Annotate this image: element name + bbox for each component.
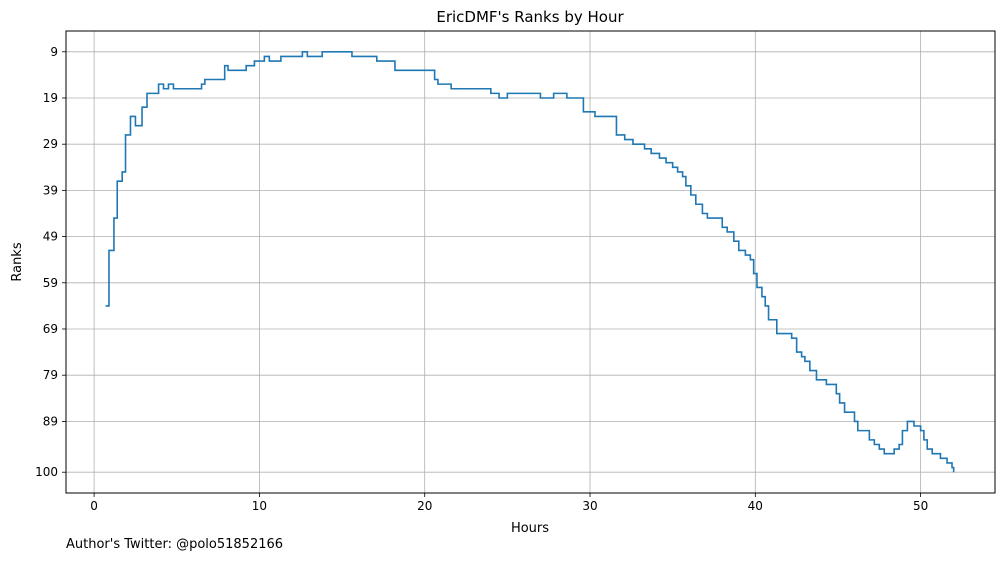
x-tick-label: 0 [90, 499, 98, 513]
y-tick-label: 69 [43, 322, 58, 336]
y-tick-label: 29 [43, 137, 58, 151]
chart-title: EricDMF's Ranks by Hour [436, 8, 624, 26]
x-tick-label: 10 [252, 499, 267, 513]
author-credit: Author's Twitter: @polo51852166 [66, 537, 284, 552]
y-tick-label: 9 [50, 45, 58, 59]
grid-lines [66, 31, 995, 493]
y-tick-label: 49 [43, 230, 58, 244]
y-tick-label: 59 [43, 276, 58, 290]
x-axis-label: Hours [511, 521, 549, 536]
y-tick-label: 100 [35, 465, 58, 479]
y-tick-label: 39 [43, 183, 58, 197]
plot-frame [65, 30, 996, 494]
y-tick-label: 19 [43, 91, 58, 105]
x-tick-label: 40 [748, 499, 763, 513]
y-tick-label: 89 [43, 414, 58, 428]
x-tick-label: 30 [582, 499, 597, 513]
y-tick-label: 79 [43, 368, 58, 382]
x-tick-label: 50 [913, 499, 928, 513]
rank-series [105, 50, 955, 473]
axis-ticks: 0 10 20 30 40 50 9 19 29 39 49 59 69 79 89 100 [35, 45, 928, 513]
rank-step-line [105, 50, 955, 473]
x-tick-label: 20 [417, 499, 432, 513]
y-axis-label: Ranks [10, 242, 25, 281]
